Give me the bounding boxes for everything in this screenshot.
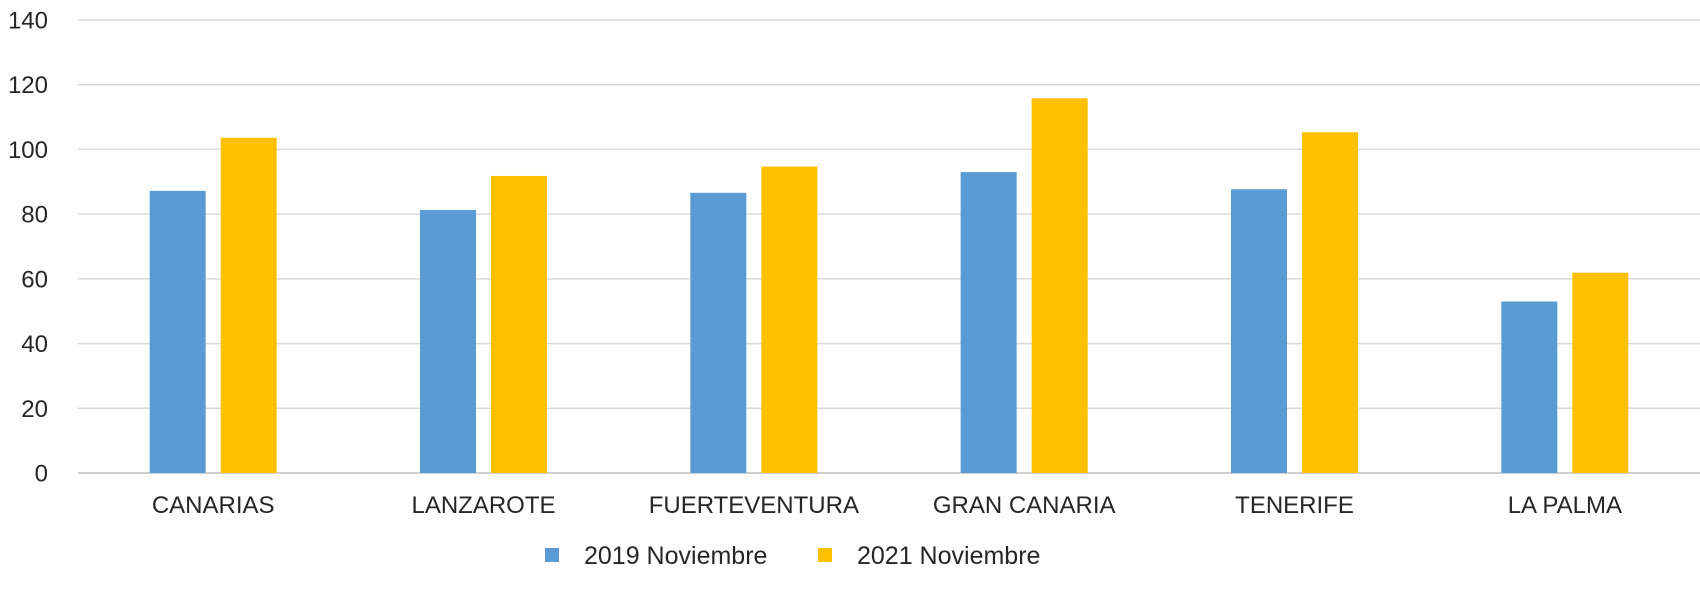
y-tick-label: 20 <box>21 396 48 423</box>
y-tick-label: 100 <box>8 137 48 164</box>
bar <box>960 172 1017 474</box>
bar <box>690 192 747 473</box>
bar <box>1501 301 1558 473</box>
bar <box>149 190 206 474</box>
bar <box>1572 272 1629 473</box>
y-tick-label: 40 <box>21 331 48 358</box>
y-axis: 0 20 40 60 80 100 120 140 <box>8 8 48 488</box>
y-tick-label: 120 <box>8 72 48 99</box>
bar <box>1231 189 1287 474</box>
bar <box>1302 132 1358 473</box>
x-tick-label: LA PALMA <box>1508 492 1622 519</box>
bar <box>220 137 277 473</box>
gridlines <box>78 19 1700 474</box>
y-tick-label: 80 <box>21 202 48 229</box>
bar <box>420 209 476 473</box>
bar <box>1031 98 1088 473</box>
bar <box>761 166 818 473</box>
x-tick-label: FUERTEVENTURA <box>649 492 859 519</box>
x-tick-label: CANARIAS <box>152 492 275 519</box>
legend-label: 2019 Noviembre <box>584 542 767 570</box>
x-tick-label: LANZAROTE <box>411 492 555 519</box>
legend-swatch <box>818 548 832 562</box>
legend-swatch <box>545 548 559 562</box>
x-tick-label: GRAN CANARIA <box>933 492 1116 519</box>
y-tick-label: 0 <box>35 461 48 488</box>
legend: 2019 Noviembre 2021 Noviembre <box>545 542 1040 570</box>
x-axis: CANARIAS LANZAROTE FUERTEVENTURA GRAN CANAR… <box>152 492 1622 519</box>
bar <box>491 175 547 473</box>
y-tick-label: 140 <box>8 8 48 35</box>
x-tick-label: TENERIFE <box>1235 492 1354 519</box>
y-tick-label: 60 <box>21 266 48 293</box>
bars <box>149 98 1629 474</box>
legend-label: 2021 Noviembre <box>857 542 1040 570</box>
